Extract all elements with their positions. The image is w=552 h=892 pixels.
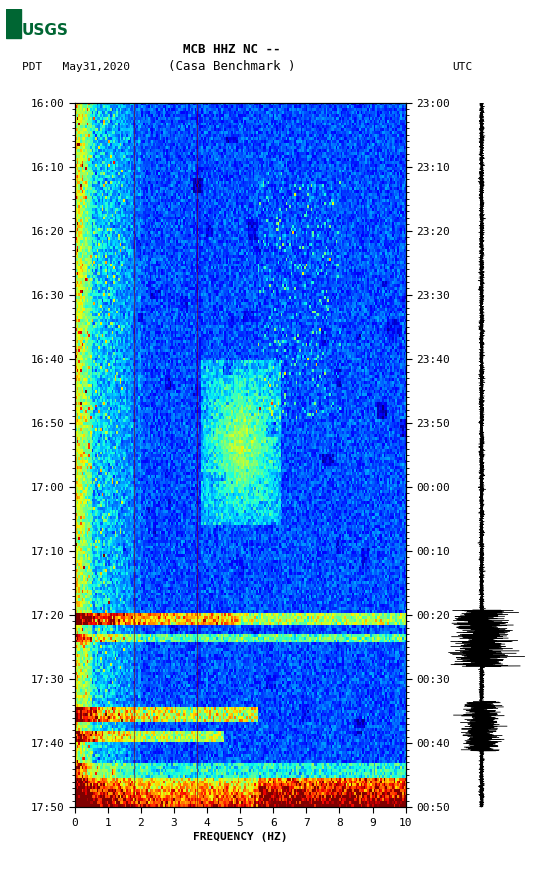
Bar	[6, 9, 21, 38]
Text: PDT   May31,2020: PDT May31,2020	[22, 62, 130, 72]
Text: (Casa Benchmark ): (Casa Benchmark )	[168, 61, 295, 73]
X-axis label: FREQUENCY (HZ): FREQUENCY (HZ)	[193, 832, 288, 842]
Text: MCB HHZ NC --: MCB HHZ NC --	[183, 43, 280, 55]
Text: USGS: USGS	[22, 23, 69, 38]
Text: UTC: UTC	[453, 62, 473, 72]
